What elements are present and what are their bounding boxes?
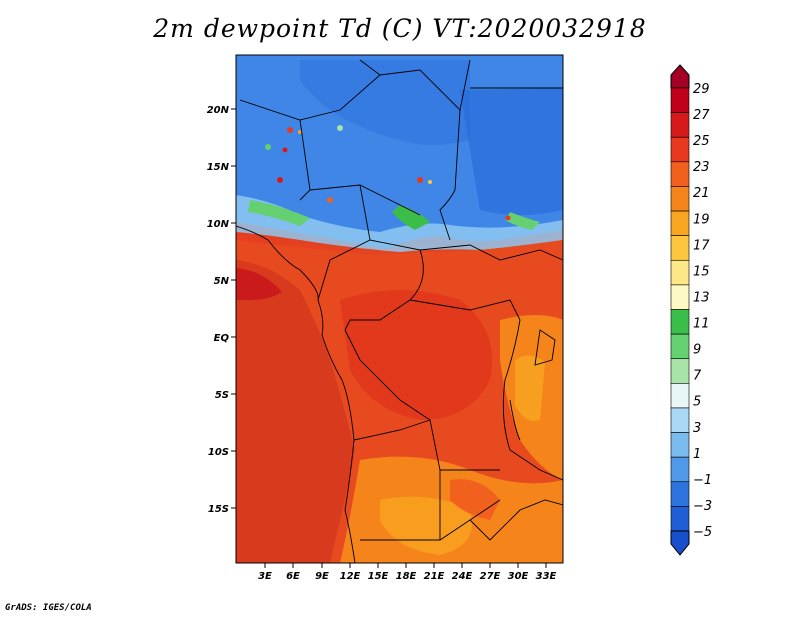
colorbar-segment [670,161,690,187]
colorbar-label: 29 [693,82,710,97]
colorbar-segment [670,333,690,360]
colorbar-segment [670,186,690,212]
lon-label: 21E [424,571,445,582]
lon-label: 12E [340,571,361,582]
colorbar-label: 21 [693,186,710,201]
colorbar-label: 7 [693,369,702,384]
lat-label: 15N [207,162,230,173]
colorbar-label: 15 [693,264,710,279]
colorbar-label: 1 [693,447,701,462]
lat-label: 20N [207,105,230,116]
lat-label: 10N [207,219,230,230]
colorbar-label: 19 [693,212,710,227]
colorbar-segment [670,210,690,236]
colorbar-segment [670,456,690,483]
colorbar-segment [670,383,690,409]
lon-label: 15E [368,571,389,582]
colorbar-bottom-arrow [670,530,690,556]
colorbar: 29 27 25 23 21 19 17 15 13 11 9 7 5 3 1 −1 −3 −5 [670,64,712,556]
map-title: 2m dewpoint Td (C) VT:2020032918 [153,14,647,43]
colorbar-segment [670,136,690,163]
colorbar-segment [670,358,690,384]
colorbar-label: 17 [693,238,710,253]
colorbar-label: 13 [693,290,710,305]
colorbar-segment [670,407,690,433]
colorbar-label: 25 [693,134,710,149]
lat-label: 15S [208,504,229,515]
lon-label: 27E [480,571,501,582]
lon-axis: 3E 6E 9E 12E 15E 18E 21E 24E 27E 30E 33E [258,563,557,582]
map-frame [235,54,564,564]
country-borders [236,59,563,563]
colorbar-segment [670,432,690,458]
colorbar-segment [670,235,690,261]
colorbar-label: −1 [693,473,712,488]
colorbar-segment [670,284,690,310]
grads-credit: GrADS: IGES/COLA [5,603,92,613]
lon-label: 9E [315,571,329,582]
lon-label: 33E [536,571,557,582]
colorbar-label: 3 [693,421,701,436]
colorbar-segment [670,481,690,507]
lon-label: 24E [452,571,473,582]
colorbar-label: 9 [693,343,701,358]
lon-label: 6E [286,571,300,582]
lon-label: 30E [508,571,529,582]
lat-label: 5N [214,276,230,287]
colorbar-segment [670,259,690,286]
colorbar-label: −3 [693,499,712,514]
lat-label: 5S [215,390,229,401]
colorbar-segment [670,112,690,138]
lat-label: 10S [208,447,229,458]
colorbar-top-arrow [670,64,690,89]
dewpoint-field [236,55,563,563]
colorbar-label: −5 [693,525,712,540]
lon-label: 3E [258,571,272,582]
lon-label: 18E [396,571,417,582]
colorbar-label: 23 [693,160,710,175]
colorbar-label: 11 [693,317,710,332]
colorbar-segment [670,309,690,335]
colorbar-segment [670,87,690,113]
colorbar-segment [670,506,690,532]
colorbar-label: 5 [693,395,701,410]
colorbar-label: 27 [693,108,710,123]
lat-label: EQ [214,333,230,344]
lat-axis: 20N 15N 10N 5N EQ 5S 10S 15S [207,105,236,515]
